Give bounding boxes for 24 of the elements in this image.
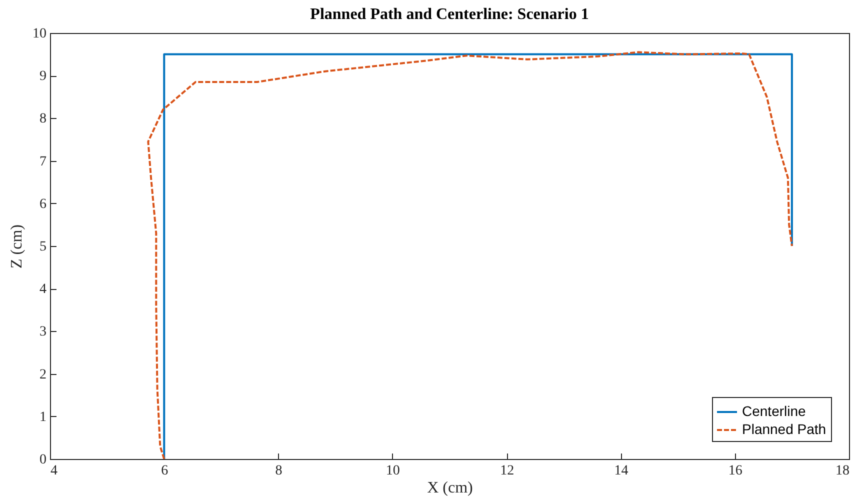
y-tick-label: 8 [40,112,46,127]
x-tick-label: 10 [386,464,400,478]
y-tick-label: 4 [40,282,46,298]
x-tick-label: 14 [614,464,628,478]
x-tick-label: 18 [836,464,850,478]
x-tick-label: 6 [161,464,168,478]
y-tick-label: 6 [40,196,46,212]
y-tick-label: 3 [40,324,46,340]
y-tick-label: 0 [40,452,46,468]
chart-title: Planned Path and Centerline: Scenario 1 [310,6,589,23]
x-tick-label: 8 [275,464,282,478]
y-tick-label: 5 [40,240,46,254]
x-tick-label: 16 [728,464,742,478]
y-tick-label: 2 [40,367,46,382]
legend-label: Centerline [742,403,806,419]
x-tick-label: 12 [500,464,514,478]
y-tick-label: 7 [40,154,46,170]
y-tick-label: 10 [32,26,46,42]
legend-label: Planned Path [742,421,826,437]
x-axis-title: X (cm) [427,480,473,496]
y-axis-title: Z (cm) [8,224,26,268]
x-tick-label: 4 [50,464,58,478]
y-tick-label: 9 [40,69,46,84]
y-tick-label: 1 [40,410,46,425]
